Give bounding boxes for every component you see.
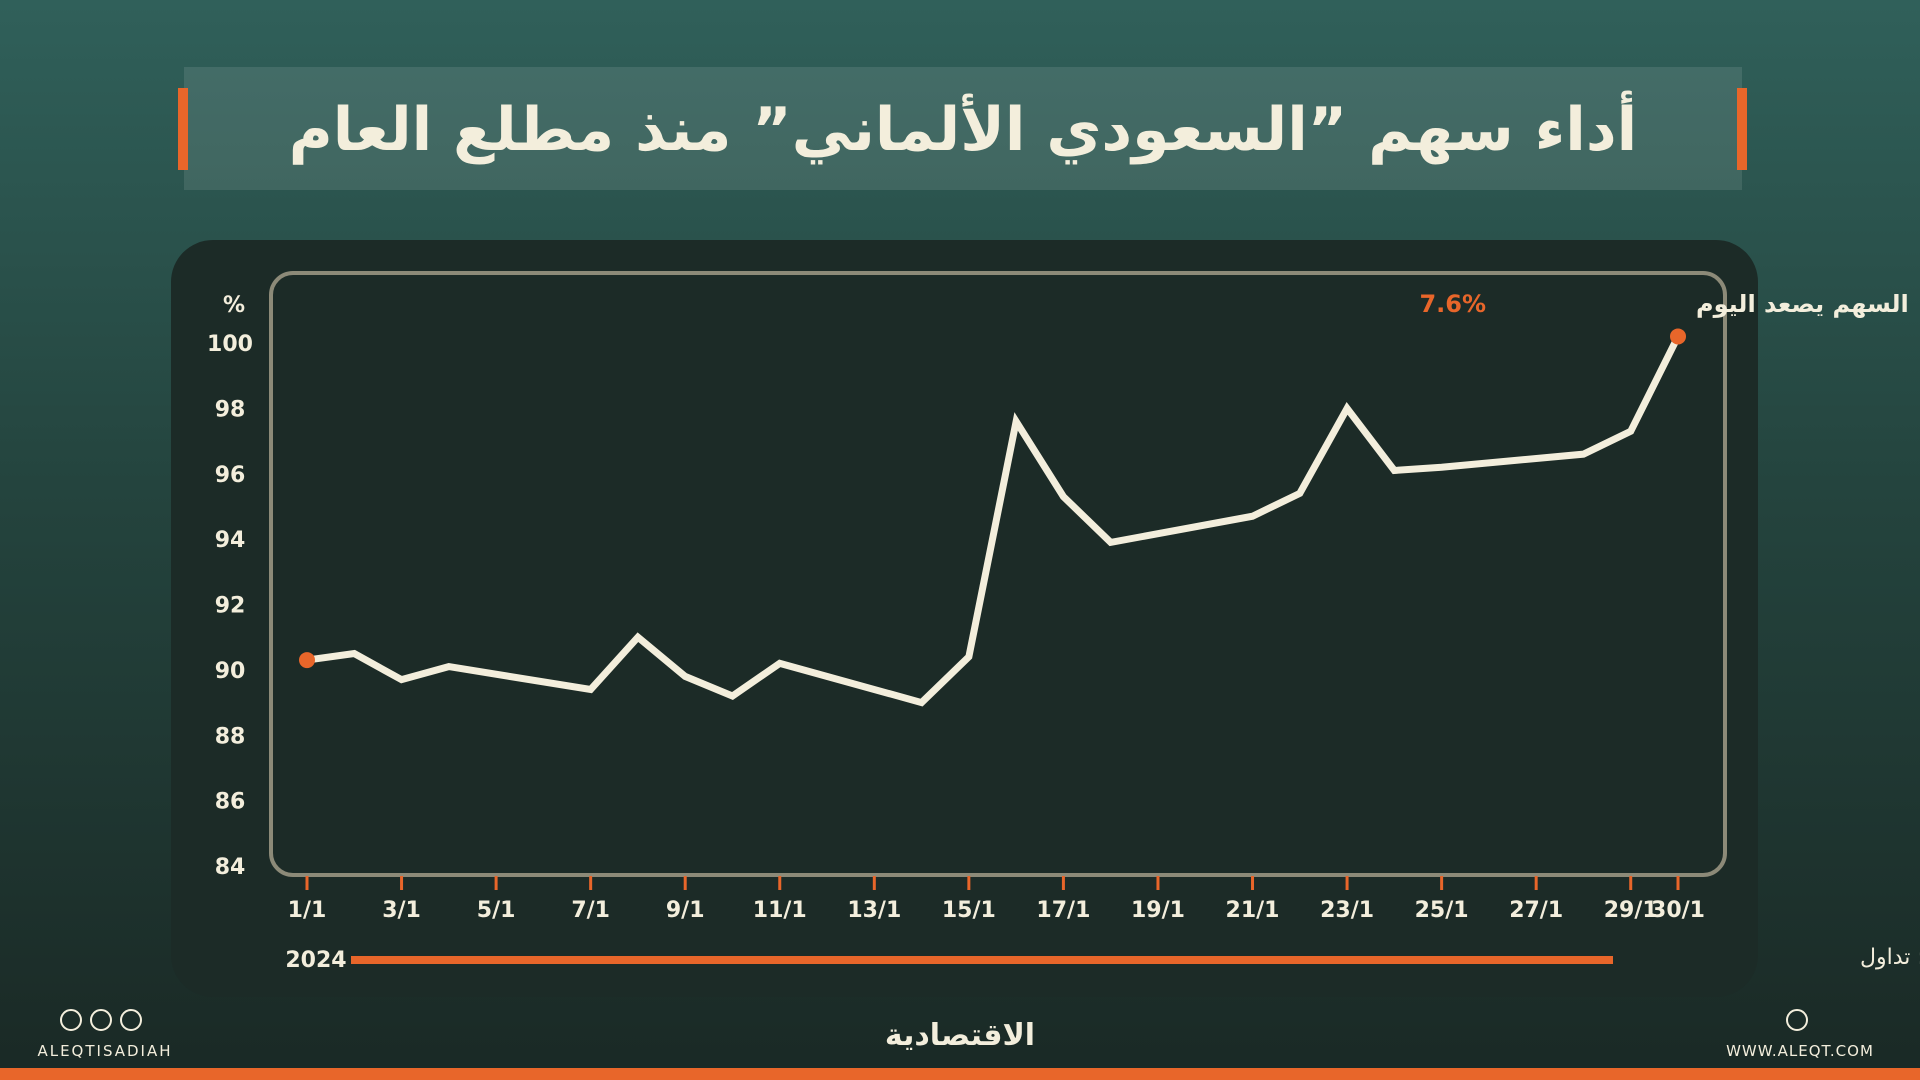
x-tick-label: 1/1 <box>288 898 327 923</box>
x-tick-label: 13/1 <box>847 898 901 923</box>
x-tick-label: 19/1 <box>1131 898 1185 923</box>
social-icon <box>60 1009 82 1031</box>
x-tick-label: 11/1 <box>753 898 807 923</box>
x-tick-label: 27/1 <box>1509 898 1563 923</box>
title-band <box>184 67 1742 190</box>
footer-website: WWW.ALEQT.COM <box>1726 1042 1874 1060</box>
y-axis-title: % <box>223 293 245 318</box>
y-tick-label: 84 <box>215 855 246 880</box>
y-tick-label: 96 <box>215 463 246 488</box>
x-tick-label: 23/1 <box>1320 898 1374 923</box>
end-point <box>299 652 315 669</box>
social-icon <box>90 1009 112 1031</box>
x-tick-label: 9/1 <box>666 898 705 923</box>
y-tick-label: 100 <box>207 332 253 357</box>
x-tick-label: 29/1 <box>1604 898 1658 923</box>
social-icon <box>120 1009 142 1031</box>
y-tick-label: 90 <box>215 659 246 684</box>
web-icon <box>1786 1009 1808 1031</box>
source: المصدر: تداول <box>1860 945 1920 970</box>
x-tick-label: 3/1 <box>382 898 421 923</box>
x-tick-label: 30/1 <box>1651 898 1705 923</box>
x-tick-label: 17/1 <box>1036 898 1090 923</box>
x-tick-label: 5/1 <box>477 898 516 923</box>
x-tick-label: 7/1 <box>571 898 610 923</box>
series-line <box>306 334 1682 707</box>
y-tick-label: 98 <box>215 397 246 422</box>
year-bar <box>351 956 1613 964</box>
plot-frame <box>269 271 1727 877</box>
y-tick-label: 88 <box>215 724 246 749</box>
annotation: السهم يصعد اليوم <box>1696 290 1909 318</box>
footer-handle: ALEQTISADIAH <box>37 1042 172 1060</box>
x-tick-label: 15/1 <box>942 898 996 923</box>
title-accent <box>178 88 188 170</box>
footer-brand: الاقتصادية <box>885 1018 1035 1053</box>
y-tick-label: 94 <box>215 528 246 553</box>
x-tick-label: 25/1 <box>1415 898 1469 923</box>
year-label: 2024 <box>285 948 346 973</box>
footer-strip <box>0 1068 1920 1080</box>
y-tick-label: 92 <box>215 594 246 619</box>
panel <box>171 240 1758 997</box>
chart-title: أداء سهم ”السعودي الألماني” منذ مطلع الع… <box>289 90 1637 165</box>
x-tick-label: 21/1 <box>1226 898 1280 923</box>
title-accent <box>1737 88 1747 170</box>
y-tick-label: 86 <box>215 790 246 815</box>
end-point <box>1670 328 1686 345</box>
annotation-value: 7.6% <box>1419 290 1486 318</box>
